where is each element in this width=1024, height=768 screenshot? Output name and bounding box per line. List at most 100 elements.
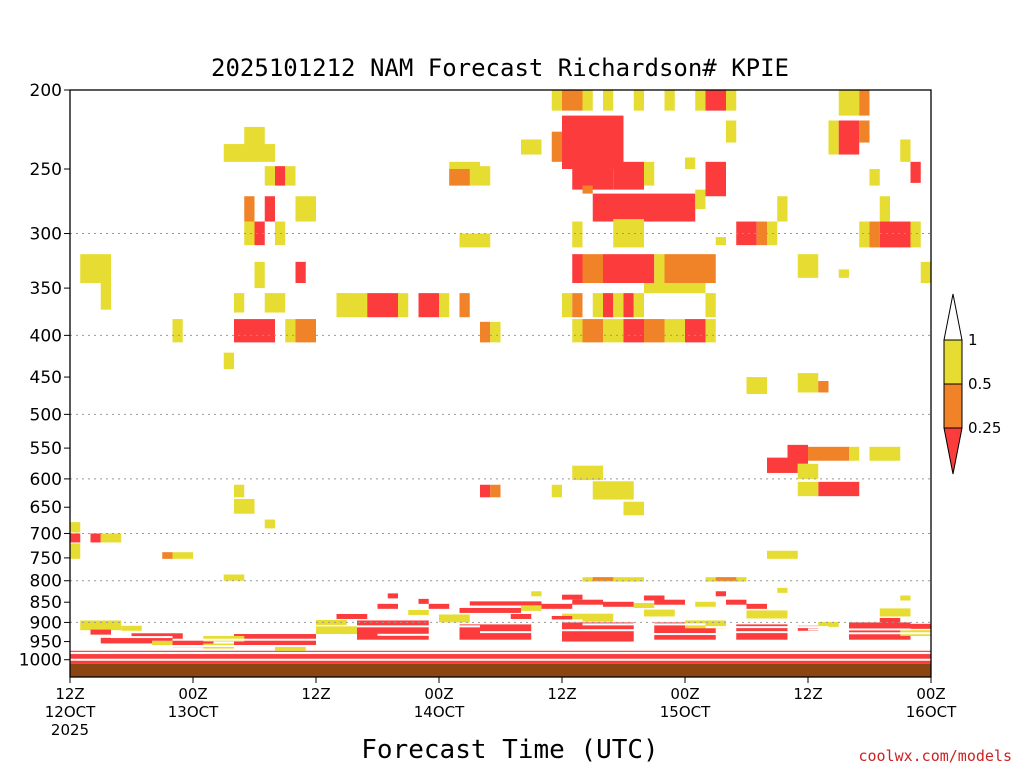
- ri-gap-streak: [70, 658, 931, 661]
- ri-strip-red: [715, 591, 726, 597]
- ri-cell-yellow: [920, 261, 931, 284]
- ri-cell-yellow: [572, 221, 583, 248]
- ri-gap-streak: [828, 632, 931, 635]
- ri-gap-streak: [480, 619, 583, 622]
- ri-strip-yellow: [900, 595, 911, 601]
- ri-cell-yellow: [234, 293, 245, 313]
- ri-cell-yellow: [726, 90, 737, 111]
- ri-cell-red: [849, 622, 911, 640]
- ri-strip-yellow: [633, 603, 655, 609]
- ri-cell-orange: [859, 120, 870, 143]
- ri-gap-streak: [644, 633, 726, 636]
- ri-cell-red: [264, 196, 275, 222]
- ri-cell-yellow: [172, 552, 193, 559]
- ri-strip-red: [377, 603, 398, 609]
- ri-gap-streak: [172, 638, 357, 641]
- ri-cell-orange: [582, 254, 603, 284]
- y-tick-label: 300: [30, 225, 62, 245]
- ri-cell-yellow: [398, 293, 409, 318]
- chart-title: 2025101212 NAM Forecast Richardson# KPIE: [211, 54, 789, 82]
- ri-cell-yellow: [603, 319, 624, 343]
- y-tick-label: 650: [30, 498, 62, 518]
- x-tick-label: 00Z: [916, 685, 945, 703]
- ri-cell-yellow: [264, 293, 286, 313]
- ri-cell-orange: [449, 168, 470, 186]
- ri-cell-red: [685, 319, 706, 343]
- ri-cell-red: [100, 637, 152, 644]
- ri-cell-yellow: [695, 189, 706, 210]
- ri-cell-yellow: [828, 120, 839, 155]
- ri-strip-yellow: [695, 601, 716, 607]
- colorbar-label: 1: [968, 331, 978, 349]
- ri-gap-streak: [70, 645, 931, 648]
- ri-cell-yellow: [705, 293, 716, 318]
- ri-cell-yellow: [695, 90, 706, 111]
- ri-cell-red: [592, 193, 696, 222]
- ri-cell-yellow: [439, 614, 470, 623]
- ri-cell-yellow: [459, 233, 491, 248]
- colorbar-swatch: [943, 383, 963, 429]
- ri-cell-yellow: [623, 501, 644, 516]
- y-tick-label: 550: [30, 439, 62, 459]
- colorbar-legend: 1 0.5 0.25: [943, 293, 1001, 475]
- y-tick-label: 350: [30, 279, 62, 299]
- ri-cell-yellow: [551, 90, 562, 111]
- y-tick-label: 900: [30, 613, 62, 633]
- ri-cell-red: [705, 90, 726, 111]
- ri-cell-yellow: [726, 120, 737, 143]
- y-tick-label: 450: [30, 368, 62, 388]
- ri-cell-yellow: [223, 144, 275, 162]
- ri-cell-red: [234, 319, 275, 343]
- ri-cell-yellow: [849, 446, 860, 461]
- ri-cell-orange: [715, 577, 737, 581]
- ri-strip-red: [562, 594, 583, 600]
- y-tick-label: 400: [30, 326, 62, 346]
- ri-cell-orange: [459, 293, 470, 318]
- ri-strip-yellow: [275, 645, 306, 651]
- ri-cell-yellow: [582, 90, 593, 111]
- ri-cell-orange: [162, 552, 173, 559]
- ri-cell-red: [562, 115, 624, 169]
- ri-cell-red: [367, 293, 398, 318]
- ri-cell-red: [623, 319, 644, 343]
- y-tick-label: 700: [30, 524, 62, 544]
- ri-cell-yellow: [100, 533, 122, 543]
- y-tick-label: 600: [30, 470, 62, 490]
- ri-cell-red: [70, 533, 81, 543]
- ri-cell-yellow: [480, 166, 491, 186]
- ri-strip-red: [551, 615, 573, 621]
- ri-cell-red: [275, 166, 286, 186]
- ri-cell-red: [562, 622, 634, 642]
- ri-gap-streak: [705, 626, 829, 629]
- ri-cell-yellow: [70, 543, 81, 559]
- x-tick-label: 12Z: [793, 685, 822, 703]
- ri-cell-yellow: [869, 446, 901, 461]
- ri-cell-yellow: [705, 319, 716, 343]
- ri-cell-red: [603, 254, 655, 284]
- ri-strip-red: [459, 607, 521, 613]
- ri-cell-red: [603, 293, 614, 318]
- x-tick-label: 12Z: [547, 685, 576, 703]
- colorbar-label: 0.25: [968, 419, 1001, 437]
- y-tick-label: 500: [30, 405, 62, 425]
- ri-cell-yellow: [746, 377, 767, 394]
- ri-cell-yellow: [70, 522, 81, 533]
- y-tick-label: 1000: [19, 651, 62, 671]
- ri-cell-red: [623, 293, 634, 318]
- ri-cell-yellow: [838, 269, 849, 278]
- ri-cell-yellow: [644, 161, 655, 186]
- ri-cell-yellow: [633, 90, 644, 111]
- ri-cell-yellow: [797, 481, 819, 497]
- y-axis-ticks: 200 250 300 350 400 450 500 550 600 650 700 750 8008…: [19, 81, 70, 671]
- ri-cell-red: [879, 221, 911, 248]
- y-tick-label: 250: [30, 160, 62, 180]
- colorbar-label: 0.5: [968, 375, 992, 393]
- ri-cell-yellow: [664, 319, 685, 343]
- x-tick-label: 16OCT: [906, 703, 957, 721]
- ri-strip-red: [387, 593, 398, 599]
- ri-cell-orange: [572, 293, 583, 318]
- ri-gap-streak: [480, 631, 542, 634]
- ri-cell-yellow: [316, 626, 357, 635]
